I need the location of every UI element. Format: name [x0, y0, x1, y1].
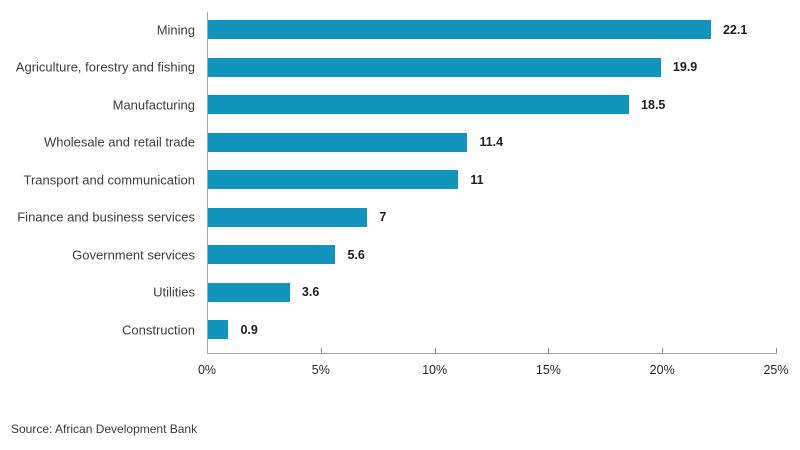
- category-label: Finance and business services: [17, 209, 195, 225]
- value-label: 18.5: [641, 97, 666, 112]
- x-axis-tick-label: 20%: [649, 363, 675, 377]
- bar-segment: [208, 57, 661, 77]
- value-label: 0.9: [240, 322, 258, 337]
- bar-segment: [208, 320, 229, 339]
- x-axis-tick-label: 0%: [197, 363, 217, 377]
- category-label: Utilities: [153, 284, 195, 300]
- value-label: 19.9: [672, 60, 698, 74]
- category-label: Construction: [122, 322, 195, 337]
- bar-segment: [208, 20, 711, 39]
- category-label: Transport and communication: [23, 172, 196, 187]
- x-axis-tick: [548, 348, 550, 353]
- bar-segment: [208, 207, 368, 227]
- x-axis-tick-label: 25%: [763, 363, 789, 377]
- bar-segment: [208, 170, 459, 189]
- value-label: 11: [470, 172, 484, 187]
- category-label: Manufacturing: [112, 97, 195, 112]
- bar-segment: [208, 95, 630, 114]
- value-label: 22.1: [722, 22, 748, 37]
- value-label: 5.6: [347, 247, 365, 262]
- bar-segment: [208, 132, 468, 152]
- category-label: Mining: [156, 22, 195, 37]
- category-label: Agriculture, forestry and fishing: [15, 59, 195, 75]
- x-axis-tick-label: 10%: [422, 363, 448, 377]
- value-label: 7: [379, 210, 387, 224]
- bar-segment: [208, 245, 336, 264]
- x-axis-tick: [662, 348, 664, 353]
- x-axis-tick-label: 5%: [311, 363, 330, 377]
- x-axis-tick: [320, 348, 322, 353]
- bar-segment: [208, 282, 290, 302]
- x-axis-line: [207, 353, 777, 354]
- y-axis-line: [207, 12, 208, 354]
- value-label: 3.6: [301, 285, 320, 299]
- category-label: Wholesale and retail trade: [43, 134, 195, 150]
- source-note: Source: African Development Bank: [11, 422, 198, 436]
- x-axis-tick: [776, 348, 777, 353]
- x-axis-tick-label: 15%: [535, 363, 561, 377]
- x-axis-tick: [434, 348, 436, 353]
- value-label: 11.4: [479, 135, 504, 149]
- category-label: Government services: [72, 247, 195, 262]
